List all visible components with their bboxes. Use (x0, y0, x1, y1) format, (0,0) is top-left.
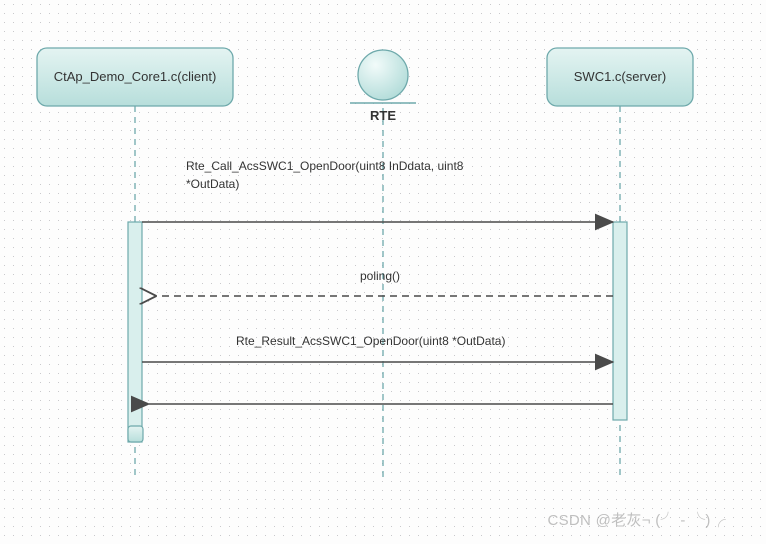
message-call-label: *OutData) (186, 177, 239, 191)
message-call-label: Rte_Call_AcsSWC1_OpenDoor(uint8 InDdata,… (186, 159, 464, 173)
participant-server-label: SWC1.c(server) (574, 69, 666, 84)
message-result-label: Rte_Result_AcsSWC1_OpenDoor(uint8 *OutDa… (236, 334, 505, 348)
activation-client (128, 222, 142, 442)
watermark: CSDN @老灰¬ (╯ - ╰)╭ (547, 509, 726, 530)
sequence-diagram: CtAp_Demo_Core1.c(client) SWC1.c(server)… (0, 0, 766, 544)
activation-server (613, 222, 627, 420)
participant-rte-circle (358, 50, 408, 100)
message-poling-label: poling() (360, 269, 400, 283)
messages-group: Rte_Call_AcsSWC1_OpenDoor(uint8 InDdata,… (142, 159, 613, 404)
participant-rte-label: RTE (370, 108, 396, 123)
self-return-box (128, 426, 143, 442)
participant-client-label: CtAp_Demo_Core1.c(client) (54, 69, 217, 84)
